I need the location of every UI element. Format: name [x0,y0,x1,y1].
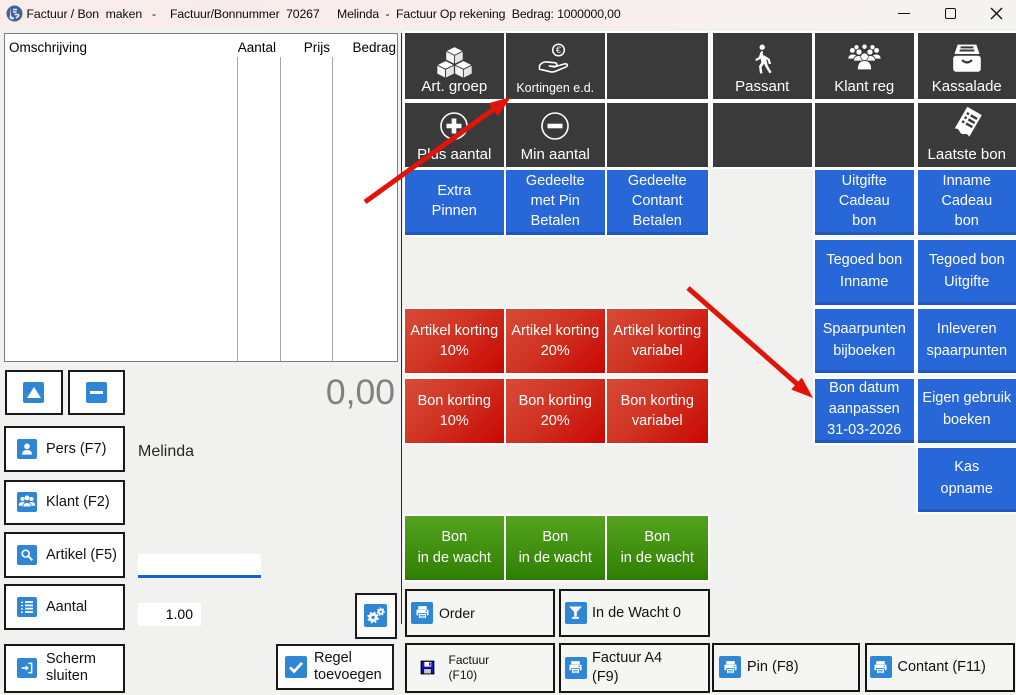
svg-text:€: € [556,45,561,55]
